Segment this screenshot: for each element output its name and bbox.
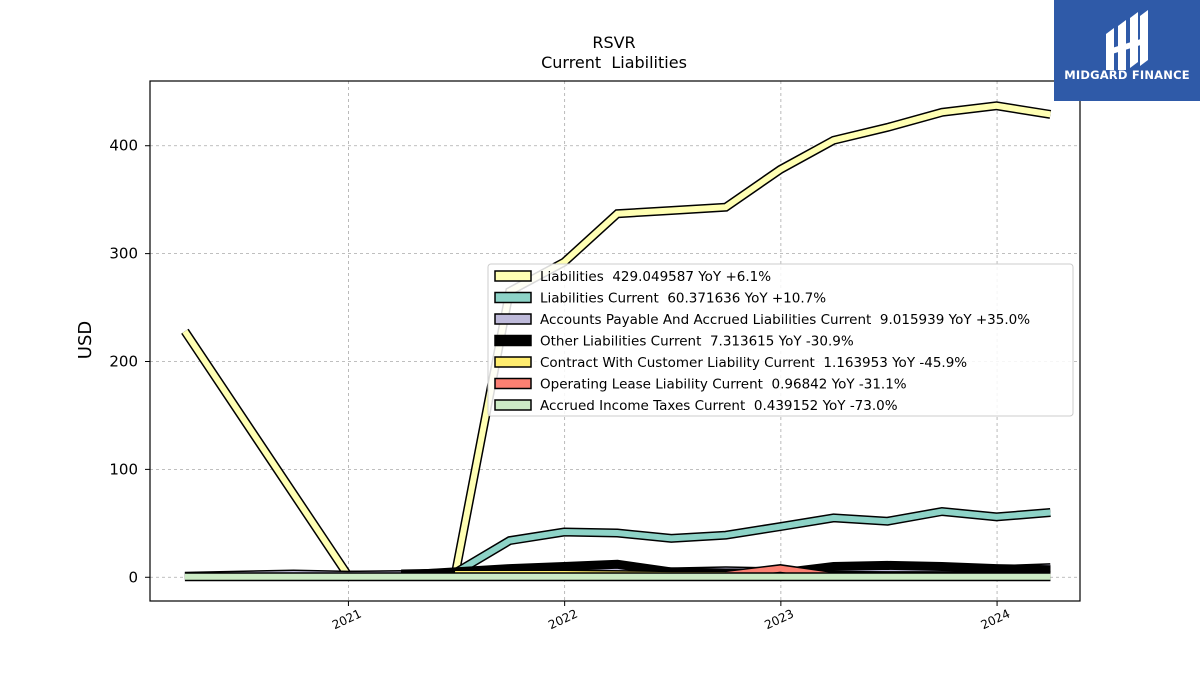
legend-entry: Accrued Income Taxes Current 0.439152 Yo… <box>540 398 898 414</box>
brand-logo: MIDGARD FINANCE <box>1054 0 1200 101</box>
y-tick-label: 100 <box>109 460 138 478</box>
x-tick-label: 2022 <box>546 607 580 633</box>
y-tick-label: 200 <box>109 352 138 370</box>
x-tick-label: 2021 <box>330 607 364 633</box>
legend-entry: Liabilities Current 60.371636 YoY +10.7% <box>540 291 826 307</box>
chart-subtitle: Current Liabilities <box>541 53 687 72</box>
series-line-fill <box>401 508 1051 577</box>
legend-entry: Operating Lease Liability Current 0.9684… <box>540 377 907 393</box>
legend-swatch <box>494 313 532 325</box>
legend-swatch <box>494 270 532 282</box>
legend-entry: Other Liabilities Current 7.313615 YoY -… <box>540 334 854 350</box>
legend-entry: Accounts Payable And Accrued Liabilities… <box>540 312 1030 328</box>
legend-box <box>487 263 1074 417</box>
legend-swatch <box>494 291 532 304</box>
x-tick-label: 2024 <box>979 607 1013 633</box>
midgard-logo-icon <box>1106 10 1148 70</box>
legend-swatch <box>494 377 532 390</box>
plot-frame <box>149 80 1081 602</box>
x-tick-label: 2023 <box>762 607 796 633</box>
series-line <box>401 506 1051 579</box>
y-tick-label: 400 <box>109 137 138 155</box>
y-tick-label: 300 <box>109 245 138 263</box>
legend-entry: Liabilities 429.049587 YoY +6.1% <box>540 269 771 285</box>
brand-name: MIDGARD FINANCE <box>1064 68 1190 82</box>
legend-swatch <box>494 356 532 368</box>
legend-swatch <box>494 399 532 411</box>
legend-swatch <box>494 334 532 347</box>
legend: Liabilities 429.049587 YoY +6.1% Liabilit… <box>487 263 1074 417</box>
legend-entry: Contract With Customer Liability Current… <box>540 355 967 371</box>
chart-title: RSVR <box>592 33 635 52</box>
series-lines <box>181 101 1052 582</box>
y-axis-label: USD <box>75 321 96 359</box>
y-tick-label: 0 <box>128 568 138 586</box>
